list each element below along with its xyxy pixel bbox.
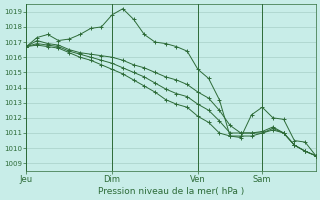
X-axis label: Pression niveau de la mer( hPa ): Pression niveau de la mer( hPa ) xyxy=(98,187,244,196)
